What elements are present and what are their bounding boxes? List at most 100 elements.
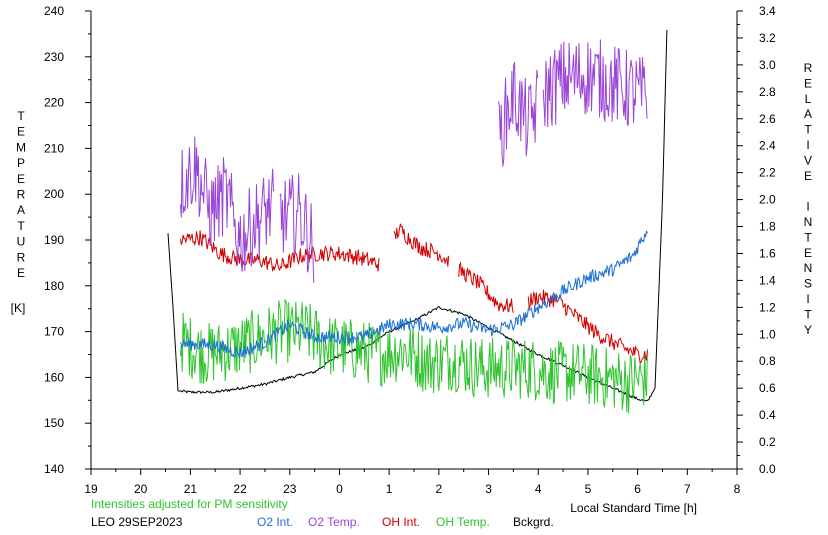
right-axis-title-letter: S [804,277,812,291]
left-axis-title-letter: E [17,266,25,280]
right-tick-label: 0.0 [759,462,776,476]
x-tick-label: 7 [684,482,691,496]
right-tick-label: 2.4 [759,139,776,153]
series-line [542,39,648,128]
series-line [498,61,539,167]
series-line [179,230,648,359]
series-line [458,261,514,313]
x-tick-label: 2 [436,482,443,496]
left-axis-title-letter: T [17,109,25,123]
series-o2-int [179,230,648,359]
note-text: Intensities adjusted for PM sensitivity [91,497,288,511]
right-tick-label: 2.6 [759,112,776,126]
legend-item: OH Int. [382,515,420,529]
left-axis-title-letter: M [16,140,26,154]
x-tick-label: 4 [535,482,542,496]
left-axis-title-letter: T [17,219,25,233]
series-line [179,230,380,272]
right-axis-title-letter: I [806,138,809,152]
right-tick-label: 1.8 [759,220,776,234]
legend-item: O2 Temp. [308,515,360,529]
series-line [527,289,648,364]
right-axis-title-letter: E [804,76,812,90]
series-line [179,136,275,272]
right-tick-label: 2.8 [759,85,776,99]
series-line [179,298,648,414]
right-axis-title-letter: A [804,107,812,121]
series-line [393,223,450,267]
left-tick-label: 220 [44,96,64,110]
right-axis-title-letter: V [804,153,812,167]
left-axis-title-letter: P [17,156,25,170]
left-tick-label: 190 [44,233,64,247]
right-axis-title-letter: I [806,292,809,306]
x-tick-label: 19 [84,482,98,496]
left-axis-unit: [K] [11,301,26,315]
left-tick-label: 210 [44,141,64,155]
series-o2-temp [179,39,648,283]
right-tick-label: 1.6 [759,246,776,260]
left-tick-label: 160 [44,370,64,384]
x-tick-label: 5 [585,482,592,496]
right-tick-label: 1.4 [759,273,776,287]
x-tick-label: 22 [233,482,247,496]
x-tick-label: 20 [134,482,148,496]
right-tick-label: 0.4 [759,408,776,422]
series-oh-temp [179,298,648,414]
left-tick-label: 150 [44,416,64,430]
right-tick-label: 2.0 [759,193,776,207]
series-layer [167,29,668,414]
x-tick-label: 23 [283,482,297,496]
legend-item: Bckgrd. [513,515,554,529]
labels: Local Standard Time [h] Intensities adju… [11,301,697,529]
x-tick-label: 0 [336,482,343,496]
right-tick-label: 1.2 [759,300,776,314]
left-tick-label: 170 [44,325,64,339]
right-axis-title-letter: Y [804,323,812,337]
legend-item: OH Temp. [436,515,490,529]
station-label: LEO 29SEP2023 [91,515,183,529]
x-tick-label: 3 [485,482,492,496]
legend-item: O2 Int. [257,515,293,529]
right-axis-title-letter: T [804,230,812,244]
axes: 19 20 21 22 23 0 1 2 3 4 5 6 7 8140150160170180190200… [44,4,776,496]
right-tick-label: 3.2 [759,31,776,45]
left-tick-label: 140 [44,462,64,476]
right-tick-label: 3.4 [759,4,776,18]
left-axis-title-letter: U [17,235,26,249]
right-tick-label: 0.2 [759,435,776,449]
left-tick-label: 180 [44,279,64,293]
x-axis-label: Local Standard Time [h] [570,501,697,515]
left-tick-label: 230 [44,50,64,64]
right-tick-label: 0.8 [759,354,776,368]
left-tick-label: 200 [44,187,64,201]
right-axis-title-letter: E [804,246,812,260]
left-axis-title-letter: R [17,250,26,264]
right-axis-title-letter: T [804,123,812,137]
series-line [279,173,315,283]
left-axis-title-letter: E [17,172,25,186]
legend: O2 Int. O2 Temp. OH Int. OH Temp. Bckgrd. [257,515,554,529]
right-tick-label: 1.0 [759,327,776,341]
right-axis-title-letter: T [804,307,812,321]
left-tick-label: 240 [44,4,64,18]
right-axis-title-letter: I [806,200,809,214]
x-tick-label: 21 [184,482,198,496]
left-axis-title-letter: R [17,188,26,202]
x-tick-label: 8 [734,482,741,496]
right-tick-label: 3.0 [759,58,776,72]
x-tick-label: 1 [386,482,393,496]
x-tick-label: 6 [634,482,641,496]
right-tick-label: 2.2 [759,166,776,180]
left-axis-title-letter: A [17,203,25,217]
right-axis-title-letter: L [805,92,812,106]
left-axis-title-letter: E [17,125,25,139]
right-tick-label: 0.6 [759,381,776,395]
right-axis-title-letter: E [804,169,812,183]
right-axis-title-letter: N [804,261,813,275]
right-axis-title-letter: R [804,61,813,75]
right-axis-title-letter: N [804,215,813,229]
